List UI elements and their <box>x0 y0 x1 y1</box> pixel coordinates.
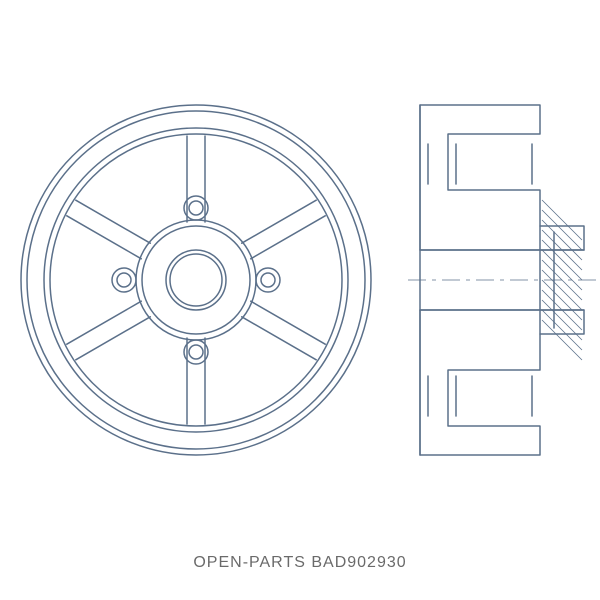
product-caption: OPEN-PARTS BAD902930 <box>0 554 600 572</box>
part-number: BAD902930 <box>311 554 406 572</box>
brand-label: OPEN-PARTS <box>193 554 306 572</box>
